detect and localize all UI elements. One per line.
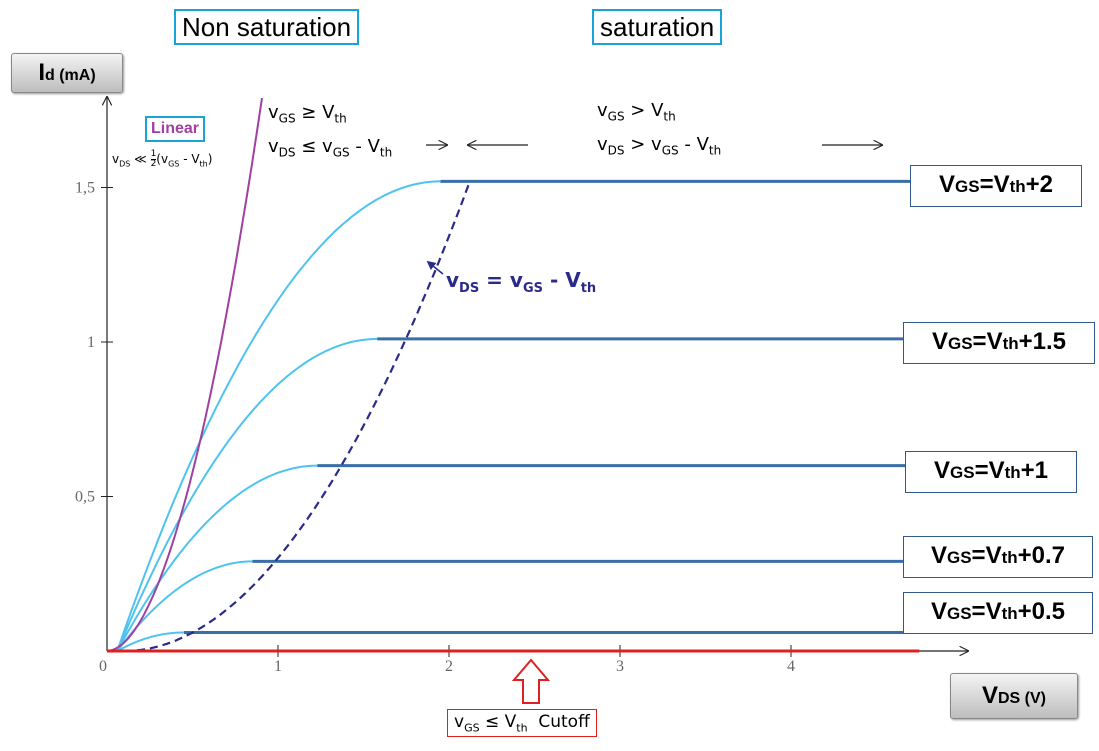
non-saturation-label: Non saturation — [174, 9, 360, 45]
nonsat-condition-2: vDS ≤ vGS - Vth — [268, 136, 393, 160]
y-tick-label: 1 — [87, 334, 95, 351]
triode-curve — [116, 464, 318, 652]
series-label-vgs-1: VGS=Vth+1 — [905, 451, 1077, 493]
y-tick-label: 0,5 — [75, 489, 95, 506]
cutoff-label: vGS ≤ Vth Cutoff — [447, 709, 597, 738]
sat-condition-1: vGS > Vth — [597, 100, 676, 124]
x-tick-label: 4 — [787, 658, 795, 675]
boundary-curve — [124, 181, 471, 653]
triode-curve — [116, 631, 184, 652]
x-axis-label: VDS (V) — [950, 673, 1078, 719]
y-axis-label: Id (mA) — [11, 53, 123, 93]
boundary-pointer — [426, 260, 444, 275]
x-tick-label: 0 — [99, 658, 107, 675]
x-tick-label: 1 — [274, 658, 282, 675]
saturation-label: saturation — [592, 9, 723, 45]
series-label-vgs-2: VGS=Vth+2 — [910, 165, 1082, 207]
curves — [106, 97, 920, 653]
y-tick-label: 1,5 — [75, 180, 95, 197]
linear-curve — [106, 97, 263, 652]
boundary-label: vDS = vGS - Vth — [446, 268, 597, 296]
linear-label: Linear — [145, 116, 206, 142]
sat-condition-2: vDS > vGS - Vth — [597, 134, 722, 158]
triode-curve — [116, 180, 441, 652]
series-label-vgs-0-7: VGS=Vth+0.7 — [903, 536, 1093, 578]
linear-condition: vDS ≪ 1 2(vGS - Vth) — [112, 149, 213, 169]
x-tick-label: 3 — [616, 658, 624, 675]
annotations — [426, 145, 882, 704]
series-label-vgs-1-5: VGS=Vth+1.5 — [903, 322, 1095, 364]
cutoff-arrow-icon — [511, 658, 551, 704]
nonsat-condition-1: vGS ≥ Vth — [268, 102, 347, 126]
series-label-vgs-0-5: VGS=Vth+0.5 — [903, 592, 1093, 634]
triode-curve — [116, 337, 378, 652]
x-tick-label: 2 — [445, 658, 453, 675]
tick-labels: 0 1 2 3 4 0,5 1 1,5 — [75, 180, 795, 676]
